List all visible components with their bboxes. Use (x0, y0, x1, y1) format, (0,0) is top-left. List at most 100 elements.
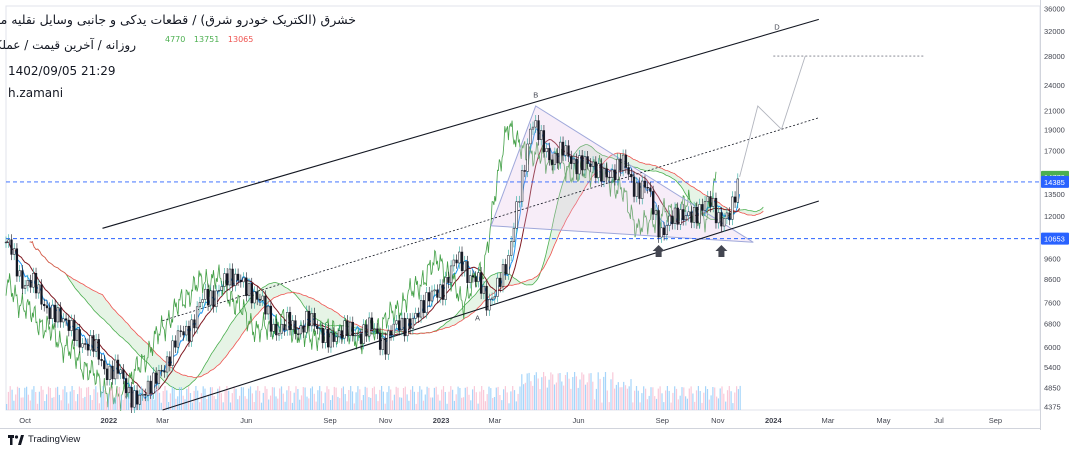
candle-body (242, 277, 245, 283)
candle-body (223, 273, 226, 287)
candle-body (307, 310, 311, 327)
volume-bar (171, 386, 173, 410)
volume-bar (158, 392, 161, 410)
candle-body (34, 273, 38, 294)
volume-bar (521, 374, 523, 410)
volume-bar (519, 386, 521, 410)
volume-bar (102, 386, 104, 410)
candle-body (286, 312, 289, 331)
candle-body (127, 387, 131, 394)
x-tick-label: May (876, 416, 890, 425)
volume-bar (266, 388, 268, 410)
volume-bar (231, 393, 233, 410)
volume-bar (575, 376, 577, 410)
candle-body (458, 251, 461, 264)
volume-bar (430, 397, 432, 410)
candle-body (103, 360, 106, 370)
candle-body (357, 333, 360, 336)
y-tick-label: 9600 (1044, 254, 1061, 263)
volume-bar (539, 389, 541, 410)
volume-bar (395, 386, 397, 410)
volume-bar (71, 386, 73, 410)
candle-body (365, 324, 368, 337)
candle-body (578, 155, 581, 175)
candle-body (403, 317, 406, 337)
brand[interactable]: TradingView (8, 434, 80, 445)
volume-bar (668, 390, 670, 410)
volume-bar (459, 388, 461, 410)
candle-body (531, 126, 535, 130)
candle-body (460, 251, 464, 272)
candle-body (428, 292, 431, 302)
candle-body (608, 176, 611, 179)
volume-bar (44, 401, 46, 410)
candle-body (731, 196, 734, 220)
volume-bar (95, 386, 97, 410)
candle-body (26, 280, 29, 286)
y-tick-label: 4375 (1044, 403, 1061, 412)
candle-body (258, 299, 262, 301)
volume-bar (377, 401, 379, 410)
volume-bar (422, 400, 425, 410)
volume-bar (362, 395, 364, 410)
volume-bar (594, 399, 596, 410)
x-tick-label: Oct (19, 416, 32, 425)
candle-body (78, 329, 81, 348)
volume-bar (504, 386, 506, 410)
volume-bar (264, 386, 266, 410)
candle-body (422, 300, 425, 313)
volume-bar (421, 389, 423, 410)
candle-body (176, 330, 180, 348)
volume-bar (604, 372, 607, 410)
volume-bar (251, 393, 253, 410)
volume-bar (739, 385, 741, 410)
volume-bar (98, 403, 100, 410)
candle-body (15, 248, 19, 277)
candle-body (201, 299, 204, 303)
candle-body (23, 285, 27, 289)
candle-body (684, 215, 688, 220)
volume-bar (342, 386, 344, 410)
candle-body (602, 168, 606, 182)
candle-body (37, 284, 40, 294)
volume-bar (142, 388, 144, 410)
volume-bar (84, 396, 86, 410)
up-arrow-icon (715, 244, 728, 257)
volume-bar (42, 389, 44, 410)
candle-body (720, 212, 723, 227)
volume-bar (475, 392, 477, 410)
volume-bar (461, 397, 463, 410)
candle-body (122, 369, 125, 379)
ohlc-value-3: 13065 (227, 35, 254, 44)
candle-body (185, 325, 188, 336)
volume-bar (60, 400, 62, 410)
candle-body (682, 209, 685, 221)
candle-body (701, 204, 704, 211)
candle-body (97, 339, 100, 360)
snapshot-datetime: 1402/09/05 21:29 (8, 64, 116, 78)
volume-bar (572, 377, 574, 410)
volume-bar (67, 403, 70, 410)
volume-bar (339, 398, 341, 410)
price-badge (1041, 175, 1069, 188)
candle-body (548, 148, 551, 161)
x-tick-label: Sep (656, 416, 669, 425)
candle-body (488, 299, 491, 311)
candle-body (212, 290, 215, 308)
candle-body (138, 394, 141, 405)
candle-body (283, 323, 286, 331)
candle-body (632, 176, 636, 197)
candle-body (619, 158, 622, 171)
candle-body (381, 337, 384, 350)
volume-bar (240, 387, 242, 410)
candle-body (250, 283, 253, 304)
volume-bar (435, 386, 437, 410)
volume-bar (432, 397, 434, 410)
candle-body (695, 207, 699, 224)
volume-bar (639, 402, 641, 410)
candle-body (86, 343, 90, 351)
volume-bar (648, 395, 650, 410)
volume-bar (417, 391, 419, 410)
candle-body (337, 330, 341, 338)
